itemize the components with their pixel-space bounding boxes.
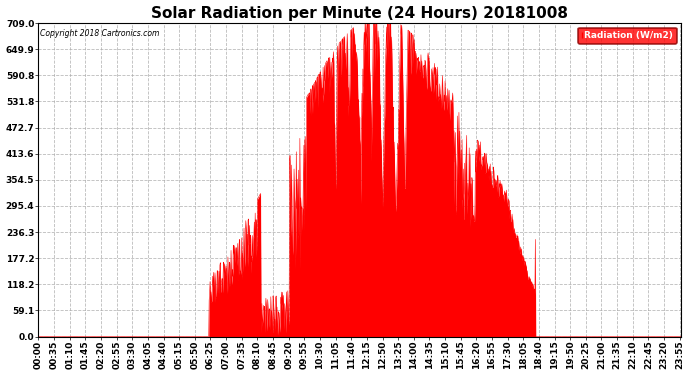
Title: Solar Radiation per Minute (24 Hours) 20181008: Solar Radiation per Minute (24 Hours) 20…: [151, 6, 569, 21]
Text: Copyright 2018 Cartronics.com: Copyright 2018 Cartronics.com: [40, 29, 159, 38]
Legend: Radiation (W/m2): Radiation (W/m2): [578, 28, 677, 44]
